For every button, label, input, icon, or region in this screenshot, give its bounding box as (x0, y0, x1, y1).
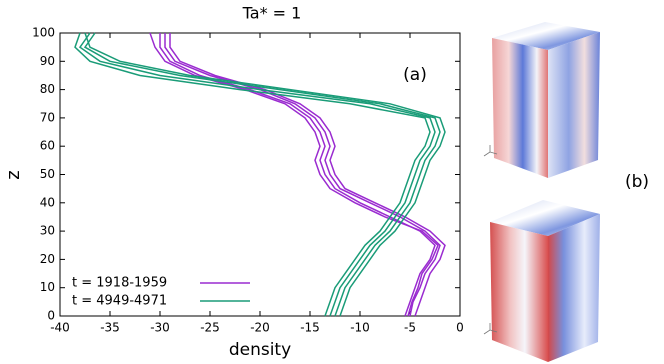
x-tick-label: -35 (100, 321, 120, 335)
y-tick-label: 20 (40, 252, 55, 266)
chart-title: Ta* = 1 (242, 4, 302, 23)
y-tick-label: 90 (40, 54, 55, 68)
y-axis-label: z (3, 170, 24, 179)
x-tick-label: -40 (50, 321, 70, 335)
x-tick-label: -25 (200, 321, 220, 335)
y-tick-label: 80 (40, 82, 55, 96)
y-tick-label: 0 (47, 309, 55, 323)
plot-frame (59, 32, 461, 317)
y-tick-label: 70 (40, 110, 55, 124)
x-axis-label: density (229, 340, 291, 360)
profile-line (83, 32, 441, 317)
annotation: (b) (625, 172, 649, 192)
profile-line (78, 32, 436, 317)
x-tick-label: -20 (250, 321, 270, 335)
cube-bottom (490, 200, 600, 362)
cube-top (492, 22, 600, 178)
profile-line (84, 32, 446, 317)
profile-line (159, 33, 436, 317)
x-tick-label: -30 (150, 321, 170, 335)
profile-line (74, 32, 431, 317)
x-tick-label: -15 (300, 321, 320, 335)
y-tick-label: 50 (40, 167, 55, 181)
y-tick-label: 60 (40, 139, 55, 153)
legend-label: t = 1918-1959 (72, 276, 167, 291)
legend-label: t = 4949-4971 (72, 294, 167, 309)
profile-line (164, 33, 441, 317)
y-tick-label: 100 (32, 26, 55, 40)
y-tick-label: 30 (40, 224, 55, 238)
x-tick-label: -5 (404, 321, 416, 335)
x-tick-label: -10 (350, 321, 370, 335)
y-tick-label: 10 (40, 280, 55, 294)
axis-icon (483, 145, 498, 335)
y-tick-label: 40 (40, 195, 55, 209)
x-tick-label: 0 (456, 321, 464, 335)
annotation: (a) (403, 65, 427, 85)
profile-line (169, 33, 446, 317)
